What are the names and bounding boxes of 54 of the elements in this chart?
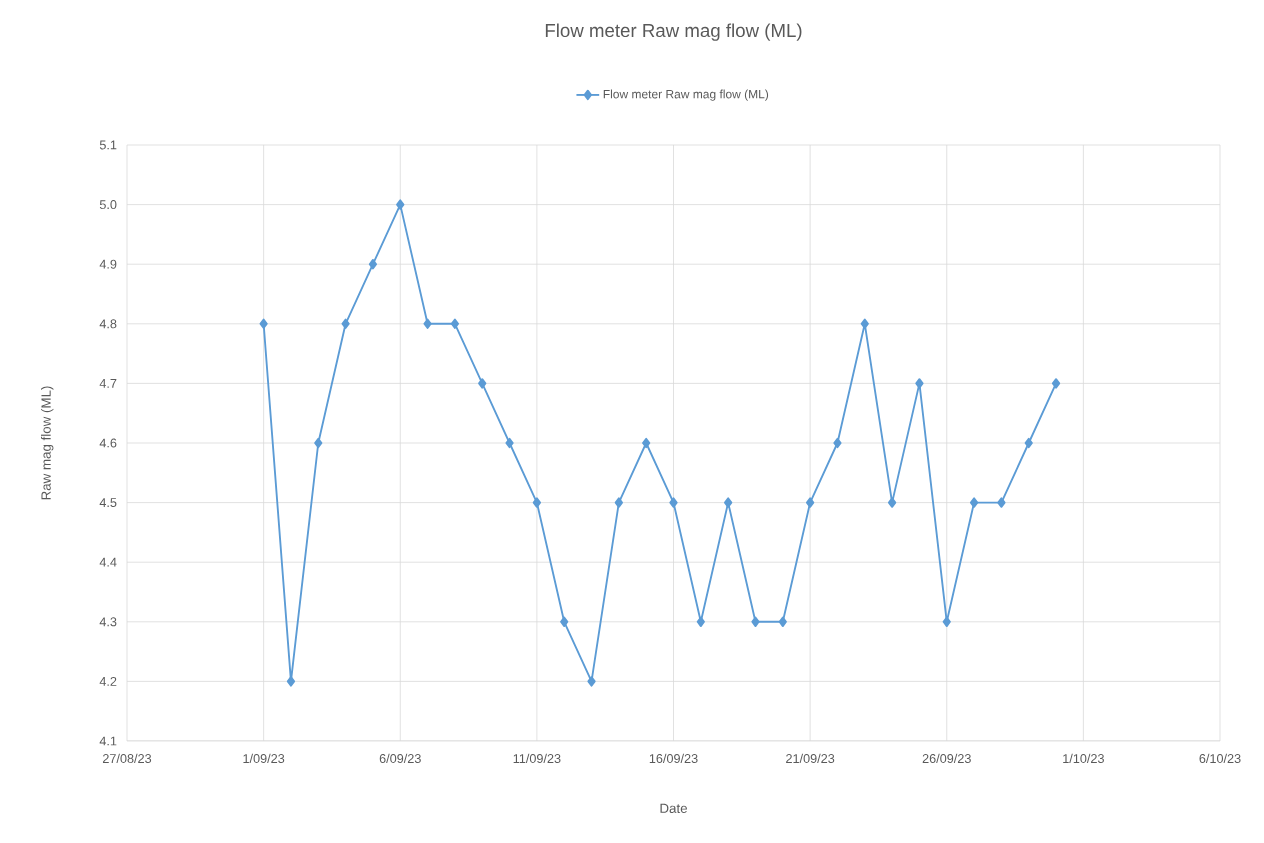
y-axis-title: Raw mag flow (ML) xyxy=(41,386,54,500)
point xyxy=(805,497,815,508)
point xyxy=(314,437,323,449)
point xyxy=(860,318,869,329)
point xyxy=(1024,437,1033,449)
x-tick-label: 6/09/23 xyxy=(379,753,421,764)
x-tick-label: 1/09/23 xyxy=(243,753,285,764)
point xyxy=(396,199,405,210)
x-axis-title: Date xyxy=(660,803,687,813)
x-tick-label: 16/09/23 xyxy=(649,753,698,764)
x-tick-label: 6/10/23 xyxy=(1199,753,1241,764)
y-tick-label: 4.4 xyxy=(99,557,117,567)
point xyxy=(532,497,542,508)
point xyxy=(1051,378,1061,389)
x-tick-label: 26/09/23 xyxy=(922,753,971,764)
point xyxy=(969,497,979,508)
point xyxy=(259,318,268,329)
y-tick-label: 4.9 xyxy=(99,259,117,269)
point xyxy=(997,497,1006,508)
point xyxy=(587,676,596,687)
y-tick-label: 4.7 xyxy=(99,379,117,388)
x-tick-label: 27/08/23 xyxy=(102,753,152,764)
point xyxy=(915,378,924,389)
point xyxy=(450,318,460,329)
y-tick-label: 4.5 xyxy=(99,498,117,508)
point xyxy=(942,616,951,628)
point xyxy=(478,378,487,389)
point xyxy=(614,497,623,508)
point xyxy=(423,318,432,329)
point xyxy=(696,616,705,628)
y-tick-label: 4.8 xyxy=(99,319,117,329)
y-tick-label: 4.1 xyxy=(99,736,117,746)
point xyxy=(669,497,678,508)
point xyxy=(642,437,651,449)
point xyxy=(887,497,897,508)
legend-label: Flow meter Raw mag flow (ML) xyxy=(603,89,769,101)
point xyxy=(833,437,842,449)
point xyxy=(751,616,760,628)
chart-title: Flow meter Raw mag flow (ML) xyxy=(545,23,802,41)
point xyxy=(341,318,350,329)
x-tick-label: 11/09/23 xyxy=(513,753,561,764)
point xyxy=(560,616,569,628)
y-tick-label: 4.2 xyxy=(99,676,117,686)
y-tick-label: 4.6 xyxy=(99,438,117,448)
y-tick-label: 4.3 xyxy=(99,617,117,627)
point xyxy=(505,437,514,449)
point xyxy=(778,616,787,628)
point xyxy=(286,676,296,687)
x-tick-label: 21/09/23 xyxy=(786,753,835,764)
x-tick-label: 1/10/23 xyxy=(1063,753,1104,764)
point xyxy=(724,497,733,508)
point xyxy=(368,258,378,270)
y-tick-label: 5.1 xyxy=(99,140,117,150)
y-tick-label: 5.0 xyxy=(99,200,117,210)
